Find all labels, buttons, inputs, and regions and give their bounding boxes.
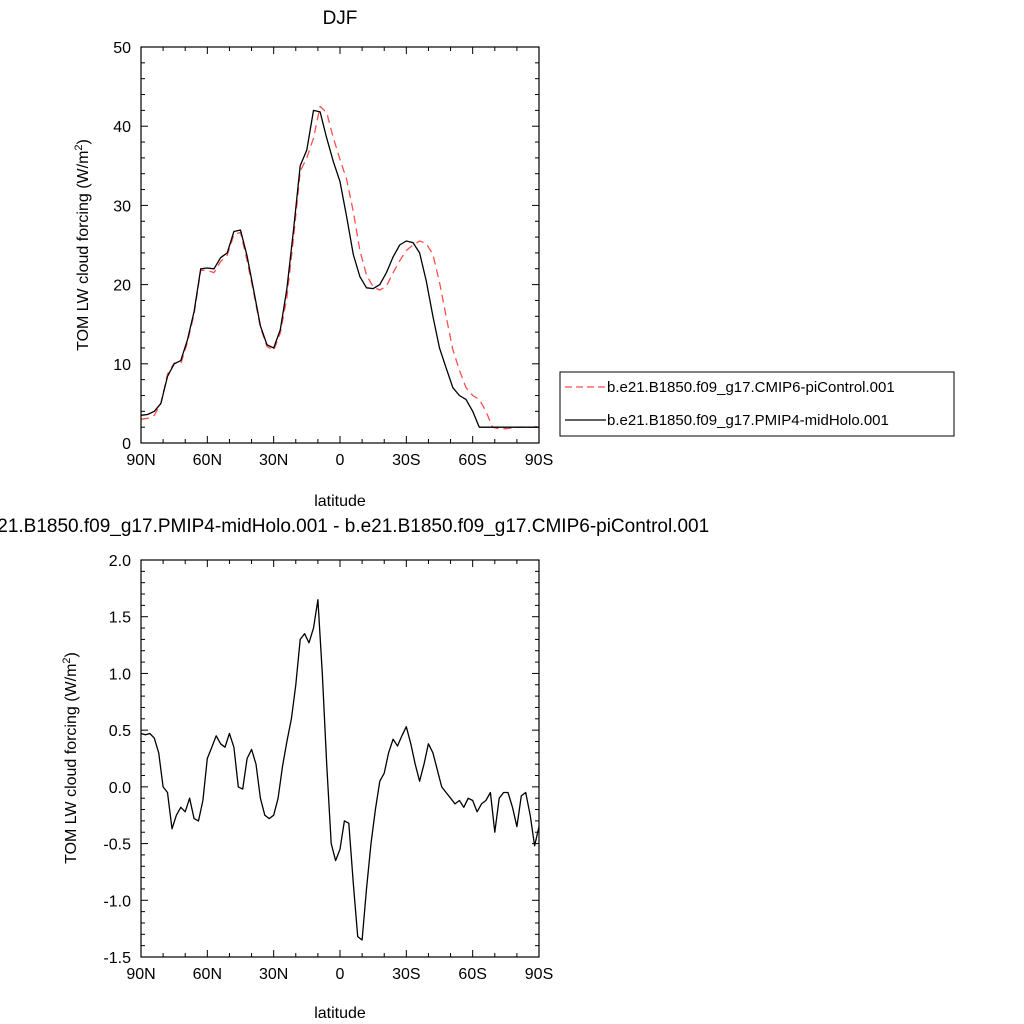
top-xtick-label: 30N: [259, 452, 288, 469]
bottom-chart-series: [140, 599, 540, 941]
bottom-chart-ticks: 90N 60N 30N 0 30S 60S 90S -1.5 -1.0 -0.5 0.0 0.5 1.0…: [103, 553, 553, 983]
bottom-chart-xlabel: latitude: [314, 1005, 366, 1022]
top-xtick-label: 30S: [392, 452, 420, 469]
bottom-xtick-label: 90N: [126, 966, 155, 983]
top-chart-ticks: 90N 60N 30N 0 30S 60S 90S 0 10 20 30 40 50: [113, 40, 553, 469]
bottom-xtick-label: 0: [336, 966, 345, 983]
bottom-xtick-label: 60N: [193, 966, 222, 983]
top-ytick-label: 50: [113, 40, 131, 57]
bottom-ytick-label: 0.0: [109, 780, 131, 797]
bottom-xtick-label: 90S: [525, 966, 553, 983]
top-chart-frame: [140, 46, 540, 444]
bottom-xtick-label: 30S: [392, 966, 420, 983]
top-ytick-label: 40: [113, 119, 131, 136]
top-xtick-label: 0: [336, 452, 345, 469]
top-chart-ylabel: TOM LW cloud forcing (W/m2): [73, 139, 92, 351]
bottom-chart-ylabel: TOM LW cloud forcing (W/m2): [61, 652, 80, 864]
legend-box: [559, 371, 955, 437]
bottom-chart-ylabel-main: TOM LW cloud forcing (W/m: [63, 664, 80, 864]
bottom-xtick-label: 30N: [259, 966, 288, 983]
top-chart-ylabel-sup: 2: [73, 144, 85, 150]
bottom-ytick-label: 0.5: [109, 723, 131, 740]
legend-label-picontrol: b.e21.B1850.f09_g17.CMIP6-piControl.001: [607, 379, 895, 396]
top-ytick-label: 10: [113, 357, 131, 374]
top-chart-ylabel-close: ): [75, 139, 92, 144]
top-xtick-label: 90S: [525, 452, 553, 469]
bottom-ytick-label: 1.0: [109, 666, 131, 683]
top-ytick-label: 0: [122, 436, 131, 453]
top-chart-title: DJF: [323, 8, 358, 29]
top-xtick-label: 60S: [458, 452, 486, 469]
bottom-chart-title: b.e21.B1850.f09_g17.PMIP4-midHolo.001 - …: [0, 516, 709, 537]
top-chart-series: [140, 105, 540, 430]
top-ytick-label: 20: [113, 278, 131, 295]
top-series-line-1: [140, 109, 539, 428]
bottom-chart-frame: [140, 559, 540, 958]
top-xtick-label: 60N: [193, 452, 222, 469]
bottom-ytick-label: 1.5: [109, 610, 131, 627]
bottom-ytick-label: -0.5: [103, 837, 131, 854]
top-series-line-0: [140, 105, 540, 430]
bottom-chart: b.e21.B1850.f09_g17.PMIP4-midHolo.001 - …: [0, 516, 709, 1022]
bottom-xtick-label: 60S: [458, 966, 486, 983]
legend: b.e21.B1850.f09_g17.CMIP6-piControl.001 …: [559, 371, 955, 437]
bottom-ytick-label: -1.0: [103, 893, 131, 910]
legend-label-midholo: b.e21.B1850.f09_g17.PMIP4-midHolo.001: [607, 412, 889, 429]
top-xtick-label: 90N: [126, 452, 155, 469]
top-ytick-label: 30: [113, 198, 131, 215]
top-chart: DJF 90N 60N 30N 0 30S 60S 90S 0 10 20 30 40 50 latit…: [73, 8, 553, 510]
bottom-chart-ylabel-sup: 2: [61, 657, 73, 663]
bottom-ytick-label: 2.0: [109, 553, 131, 570]
bottom-series-line-0: [140, 599, 540, 941]
bottom-chart-ylabel-close: ): [63, 652, 80, 657]
top-chart-ylabel-main: TOM LW cloud forcing (W/m: [75, 151, 92, 351]
bottom-ytick-label: -1.5: [103, 950, 131, 967]
top-chart-xlabel: latitude: [314, 493, 366, 510]
